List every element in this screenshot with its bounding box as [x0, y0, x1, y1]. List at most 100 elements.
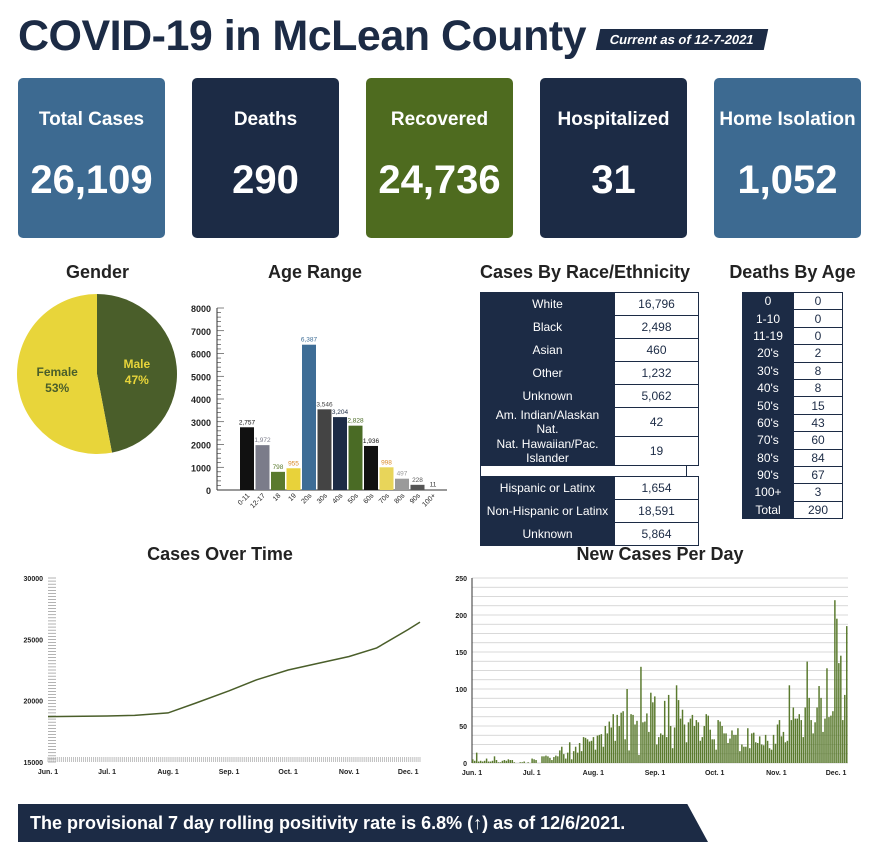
day-bar	[475, 752, 478, 763]
gender-title: Gender	[65, 262, 130, 282]
dage-table: 0 0 1-10 0 11-19 0 20's 2 30's 8 40's 8 50's 15 60's 43…	[742, 291, 843, 520]
bar-label: 228	[412, 477, 423, 484]
y-tick: 30000	[24, 576, 44, 583]
table-row: 11-19 0	[742, 326, 843, 346]
day-bar	[683, 724, 686, 763]
day-bar	[485, 758, 488, 763]
row-label: 20's	[742, 344, 794, 363]
day-bar	[608, 721, 611, 763]
bar-label: 3,204	[332, 409, 349, 416]
row-value: 60	[793, 431, 843, 450]
day-bar	[826, 668, 828, 763]
age-bar	[271, 471, 285, 490]
day-bar	[733, 734, 735, 763]
day-bar	[661, 734, 664, 763]
day-bar	[602, 746, 605, 763]
day-bar	[770, 749, 773, 763]
row-value: 18,591	[614, 499, 699, 523]
y-tick: 100	[455, 687, 467, 694]
y-tick: 3000	[191, 418, 211, 428]
day-bar	[499, 762, 502, 763]
x-tick: Nov. 1	[339, 769, 360, 776]
table-spacer	[480, 466, 687, 476]
table-row: Nat. Hawaiian/Pac. Islander 19	[480, 436, 699, 466]
stat-label: Deaths	[233, 109, 298, 130]
row-value: 3	[793, 483, 843, 502]
stat-value: 26,109	[30, 158, 153, 202]
day-bar	[842, 720, 844, 763]
row-value: 460	[614, 338, 699, 362]
row-value: 0	[793, 291, 843, 311]
x-tick: 40s	[331, 492, 344, 505]
row-label: Unknown	[480, 384, 615, 408]
day-bar	[677, 700, 680, 763]
table-row: Black 2,498	[480, 315, 699, 339]
day-bar	[610, 727, 613, 763]
day-bar	[784, 742, 787, 763]
stat-value: 24,736	[378, 158, 501, 202]
day-bar	[754, 742, 757, 763]
day-bar	[729, 738, 731, 763]
day-bar	[830, 715, 832, 763]
cases-over-time-chart: 15000 20000 25000 30000 Jun. 1 Jul. 1 Aug. 1 Se…	[24, 576, 421, 776]
y-tick: 20000	[24, 699, 44, 706]
age-bar	[410, 484, 425, 490]
row-value: 8	[793, 378, 843, 398]
age-bar	[348, 425, 363, 490]
day-bar	[804, 707, 806, 763]
day-bar	[780, 736, 783, 763]
bar-label: 2,828	[347, 418, 364, 425]
day-bar	[646, 713, 648, 763]
x-tick: Nov. 1	[766, 770, 787, 777]
day-bar	[741, 744, 743, 763]
day-bar	[832, 711, 834, 763]
row-label: Black	[480, 315, 615, 339]
day-bar	[565, 758, 567, 763]
table-row: Asian 460	[480, 338, 699, 362]
day-bar	[753, 732, 755, 763]
pie-value: 53%	[45, 381, 69, 395]
bar-label: 955	[288, 460, 299, 467]
day-bar	[766, 740, 769, 763]
day-bar	[598, 734, 601, 763]
day-bar	[703, 726, 706, 763]
day-bar	[572, 751, 575, 763]
day-bar	[596, 735, 599, 763]
day-bar	[838, 663, 840, 763]
row-label: Unknown	[480, 522, 615, 546]
day-bar	[487, 761, 490, 763]
day-bar	[695, 720, 698, 763]
cases-line	[47, 621, 421, 718]
race-table: White 16,796 Black 2,498 Asian 460 Other 1,232 U…	[480, 292, 699, 466]
day-bar	[580, 751, 583, 763]
day-bar	[541, 756, 543, 763]
row-value: 0	[793, 326, 843, 346]
day-bar	[818, 686, 820, 763]
day-bar	[513, 762, 516, 763]
day-bar	[570, 759, 573, 763]
age-bar	[255, 445, 270, 490]
day-bar	[620, 712, 622, 763]
day-bar	[652, 702, 654, 763]
day-bar	[715, 749, 717, 763]
day-bar	[594, 749, 597, 763]
day-bar	[778, 720, 781, 763]
day-bar	[711, 739, 713, 763]
x-tick: Jul. 1	[523, 770, 541, 777]
day-bar	[751, 733, 753, 763]
day-bar	[768, 748, 771, 763]
x-tick: 19	[287, 492, 298, 503]
day-bar	[796, 718, 799, 763]
day-bar	[745, 746, 747, 763]
deaths-age-title: Deaths By Age	[729, 262, 856, 282]
x-tick: Aug. 1	[157, 769, 178, 776]
day-bar	[707, 715, 709, 763]
day-bar	[709, 729, 711, 763]
day-bar	[559, 750, 561, 763]
x-tick: 20s	[300, 492, 313, 505]
table-row: Unknown 5,864	[480, 522, 699, 546]
day-bar	[792, 707, 795, 763]
new-cases-chart: 0 50 100 150 200 250 Jun. 1 Jul. 1 Aug. 1 Sep. 1 O…	[455, 576, 848, 777]
row-label: White	[480, 292, 615, 316]
day-bar	[531, 758, 533, 763]
